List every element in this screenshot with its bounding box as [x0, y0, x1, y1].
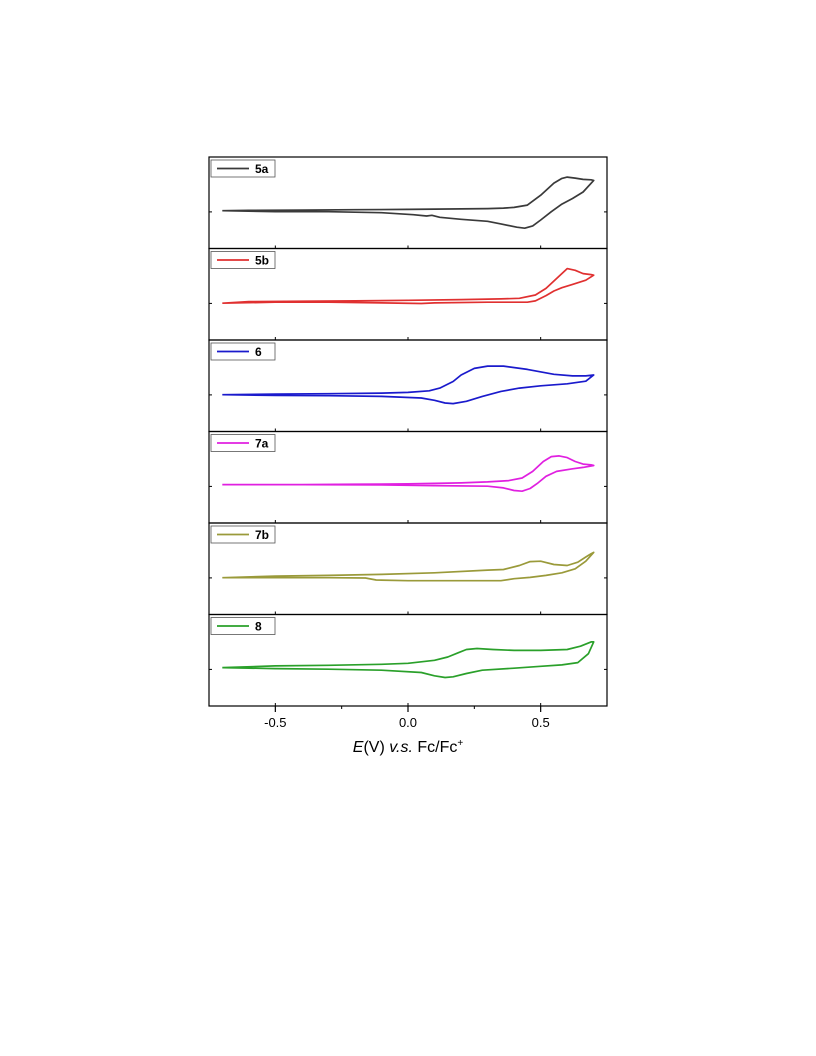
series-line-5b [222, 267, 595, 305]
x-axis-reference: Fc/Fc [413, 739, 457, 756]
legend-7b: 7b [210, 525, 276, 544]
panel-6: 6 [208, 339, 608, 433]
legend-7a: 7a [210, 434, 276, 452]
x-tick-label: -0.5 [264, 715, 286, 730]
series-line-6 [222, 365, 595, 405]
panel-8: 8 [208, 613, 608, 707]
x-axis-superscript: + [457, 738, 463, 749]
series-line-5a [222, 176, 595, 230]
x-axis-symbol: E [353, 739, 364, 756]
panel-7a: 7a [208, 430, 608, 524]
legend-5a: 5a [210, 159, 276, 178]
chart-panels: 5a 5b 6 7a 7b 8 [208, 156, 608, 707]
x-tick-label: 0.5 [532, 715, 550, 730]
panel-5a: 5a [208, 156, 608, 250]
legend-label: 6 [255, 345, 262, 359]
legend-label: 8 [255, 620, 262, 634]
panel-5b: 5b [208, 247, 608, 341]
x-axis-title: E(V) v.s. Fc/Fc+ [353, 738, 464, 756]
legend-label: 5b [255, 254, 269, 268]
legend-5b: 5b [210, 251, 276, 269]
series-line-8 [222, 641, 595, 679]
panel-7b: 7b [208, 522, 608, 616]
legend-label: 7a [255, 437, 269, 451]
x-tick-label: 0.0 [399, 715, 417, 730]
x-axis: -0.5 0.0 0.5 [264, 706, 550, 730]
legend-label: 7b [255, 528, 269, 542]
legend-6: 6 [210, 342, 276, 361]
legend-label: 5a [255, 162, 269, 176]
series-line-7a [222, 455, 595, 493]
x-axis-unit: (V) [363, 739, 389, 756]
legend-8: 8 [210, 617, 276, 635]
series-line-7b [222, 551, 595, 582]
x-axis-vs: v.s. [389, 739, 413, 756]
